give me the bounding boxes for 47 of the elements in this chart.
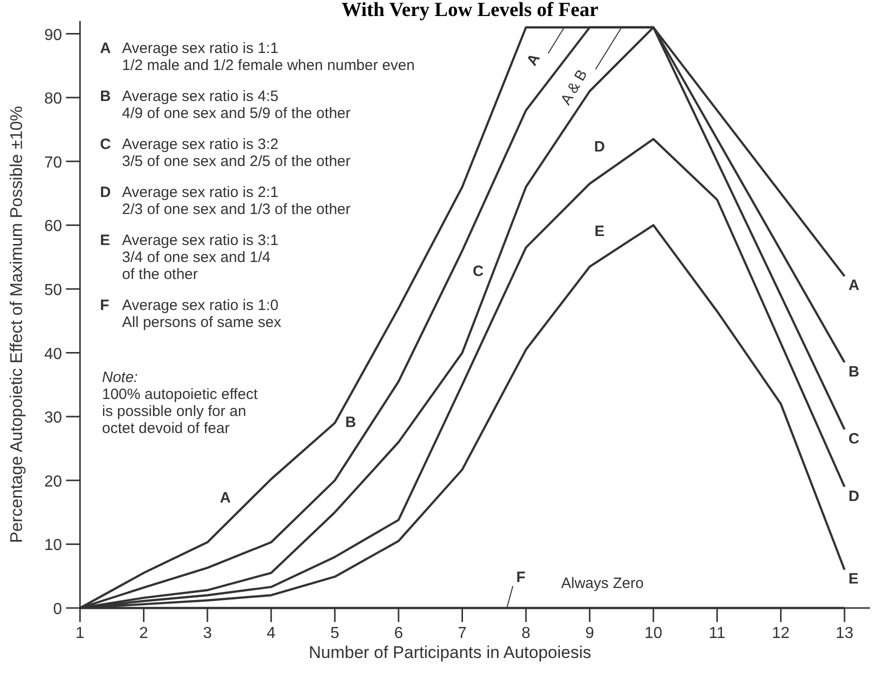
y-tick-label: 0 bbox=[53, 601, 62, 618]
x-tick-label: 12 bbox=[772, 625, 790, 642]
annotation: E bbox=[594, 222, 605, 240]
annotation: F Average sex ratio is 1:0 All persons of same sex bbox=[100, 297, 282, 331]
x-tick-label: 5 bbox=[330, 625, 340, 642]
annotation: A & B bbox=[558, 66, 591, 108]
series-label: A bbox=[848, 277, 860, 294]
annotation: Note: 100% autopoietic effect is possible only for an octet devoid of fear bbox=[102, 369, 258, 437]
x-tick-label: 1 bbox=[76, 625, 85, 642]
series-label: E bbox=[848, 570, 859, 588]
y-tick-label: 40 bbox=[44, 346, 62, 363]
x-axis-title: Number of Participants in Autopoiesis bbox=[308, 643, 592, 662]
annotation: B bbox=[345, 414, 356, 431]
x-tick-label: 6 bbox=[394, 625, 404, 642]
y-tick-label: 80 bbox=[44, 90, 62, 108]
y-tick-label: 30 bbox=[44, 410, 62, 427]
x-tick-label: 9 bbox=[585, 625, 594, 642]
x-tick-label: 2 bbox=[139, 625, 148, 642]
annotation: A bbox=[524, 50, 544, 69]
annotation: A bbox=[220, 490, 231, 507]
x-tick-label: 8 bbox=[522, 625, 531, 642]
annotation: A Average sex ratio is 1:1 1/2 male and 1/2 female when number even bbox=[100, 40, 415, 74]
annotation: B Average sex ratio is 4:5 4/9 of one sex and 5/9 of the other bbox=[100, 88, 351, 122]
annotation: D bbox=[594, 138, 606, 156]
series-label: B bbox=[848, 363, 860, 380]
y-tick-label: 20 bbox=[44, 473, 62, 490]
annotation: D Average sex ratio is 2:1 2/3 of one sex and 1/3 of the other bbox=[100, 184, 351, 218]
y-tick-label: 90 bbox=[44, 26, 62, 44]
x-tick-label: 11 bbox=[708, 625, 726, 642]
x-tick-label: 13 bbox=[836, 625, 854, 642]
y-tick-label: 70 bbox=[44, 154, 62, 172]
y-tick-label: 10 bbox=[44, 537, 62, 554]
x-tick-label: 7 bbox=[458, 625, 467, 642]
x-tick-label: 10 bbox=[644, 625, 662, 642]
chart-title: With Very Low Levels of Fear bbox=[342, 0, 599, 21]
y-tick-label: 50 bbox=[44, 282, 62, 299]
x-tick-label: 3 bbox=[202, 625, 212, 642]
y-tick-label: 60 bbox=[44, 218, 62, 236]
x-tick-label: 4 bbox=[266, 625, 276, 642]
series-label: D bbox=[848, 488, 860, 505]
y-axis-title: Percentage Autopoietic Effect of Maximum Possible ±10% bbox=[7, 106, 26, 544]
annotation: C bbox=[472, 262, 484, 280]
annotation: Always Zero bbox=[561, 575, 644, 592]
annotation: E Average sex ratio is 3:1 3/4 of one sex and 1/4 of the other bbox=[100, 232, 278, 283]
annotation: F bbox=[516, 569, 526, 586]
series-label: C bbox=[848, 430, 860, 448]
annotation: C Average sex ratio is 3:2 3/5 of one sex and 2/5 of the other bbox=[100, 136, 351, 170]
